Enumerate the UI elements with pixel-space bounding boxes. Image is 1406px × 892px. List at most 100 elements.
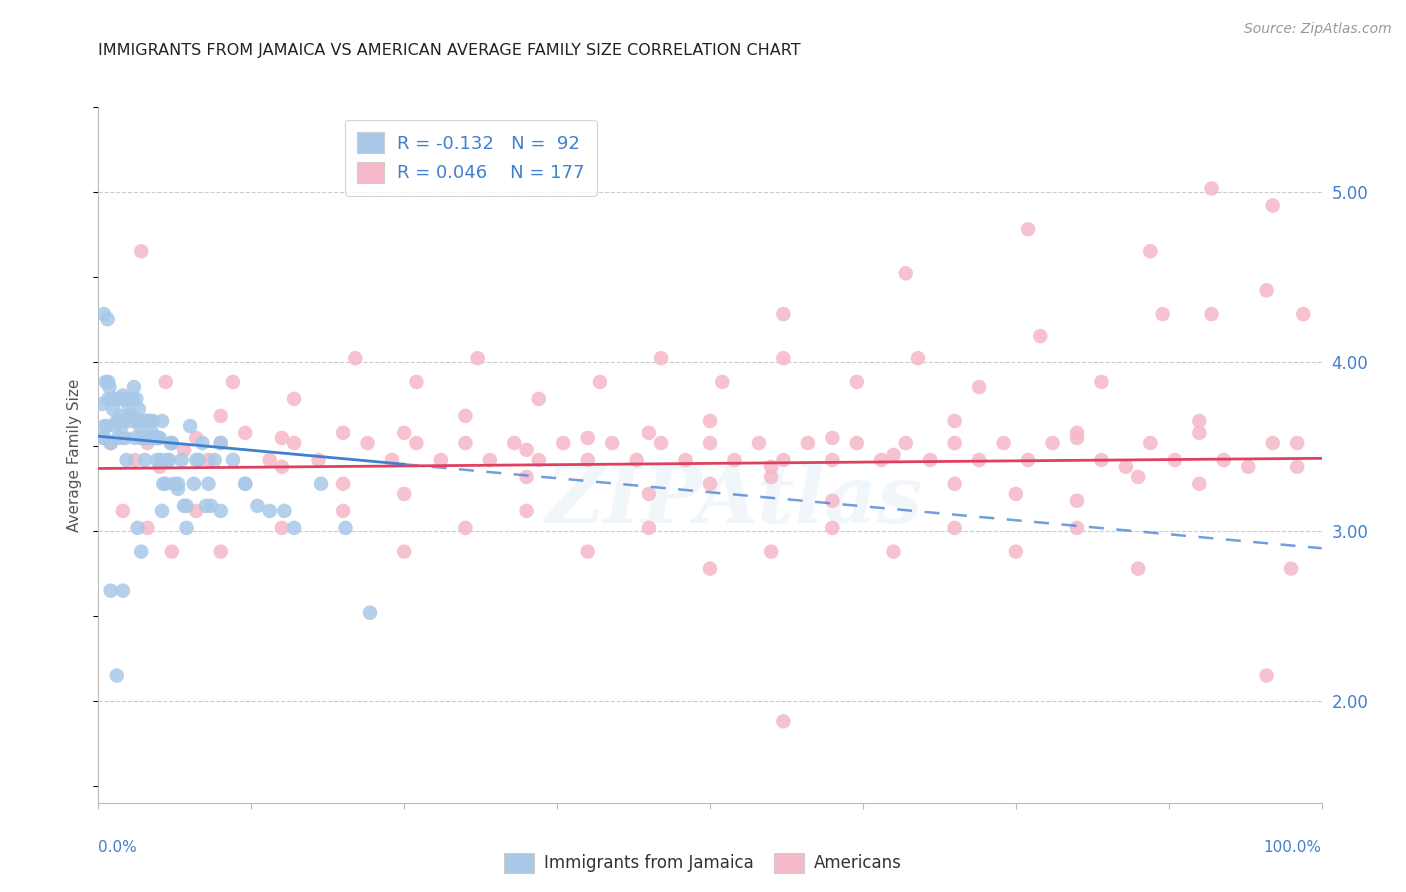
Point [121, 414, 143, 428]
Point [270, 459, 294, 474]
Point [1279, 561, 1302, 575]
Point [797, 436, 820, 450]
Point [259, 504, 281, 518]
Point [149, 453, 172, 467]
Point [589, 375, 612, 389]
Point [821, 431, 844, 445]
Point [1029, 329, 1052, 343]
Point [108, 392, 131, 406]
Point [699, 436, 721, 450]
Point [527, 392, 550, 406]
Point [209, 436, 232, 450]
Legend: R = -0.132   N =  92, R = 0.046    N = 177: R = -0.132 N = 92, R = 0.046 N = 177 [344, 120, 598, 195]
Point [943, 436, 966, 450]
Point [100, 436, 122, 450]
Point [191, 436, 214, 450]
Point [176, 499, 198, 513]
Point [283, 436, 305, 450]
Point [699, 476, 721, 491]
Point [167, 482, 190, 496]
Point [222, 453, 245, 467]
Point [1066, 425, 1088, 440]
Point [699, 561, 721, 575]
Point [143, 431, 166, 445]
Point [209, 409, 232, 423]
Point [152, 476, 174, 491]
Point [1090, 375, 1112, 389]
Point [111, 388, 134, 402]
Point [142, 414, 165, 428]
Point [117, 392, 139, 406]
Point [197, 453, 219, 467]
Point [638, 487, 661, 501]
Point [135, 414, 157, 428]
Point [638, 521, 661, 535]
Point [883, 544, 905, 558]
Point [129, 414, 152, 428]
Legend: Immigrants from Jamaica, Americans: Immigrants from Jamaica, Americans [498, 847, 908, 880]
Point [1201, 181, 1223, 195]
Point [1188, 414, 1211, 428]
Point [883, 448, 905, 462]
Point [107, 431, 129, 445]
Point [118, 392, 141, 406]
Point [110, 409, 132, 423]
Point [335, 521, 357, 535]
Point [145, 431, 167, 445]
Point [993, 436, 1015, 450]
Point [129, 431, 152, 445]
Point [100, 436, 122, 450]
Point [270, 521, 294, 535]
Point [117, 397, 139, 411]
Point [516, 442, 538, 457]
Point [170, 453, 193, 467]
Point [711, 375, 734, 389]
Point [870, 453, 893, 467]
Point [1066, 521, 1088, 535]
Point [392, 544, 416, 558]
Point [204, 453, 226, 467]
Point [675, 453, 697, 467]
Point [186, 431, 208, 445]
Point [761, 544, 783, 558]
Point [146, 453, 169, 467]
Point [112, 414, 135, 428]
Point [454, 436, 477, 450]
Point [156, 453, 179, 467]
Point [97, 392, 120, 406]
Point [381, 453, 404, 467]
Y-axis label: Average Family Size: Average Family Size [67, 378, 83, 532]
Point [943, 414, 966, 428]
Point [1201, 307, 1223, 321]
Point [91, 431, 114, 445]
Point [111, 504, 134, 518]
Point [209, 436, 232, 450]
Point [772, 351, 794, 366]
Point [576, 544, 599, 558]
Point [149, 431, 172, 445]
Point [1261, 198, 1284, 212]
Point [1152, 307, 1174, 321]
Point [1237, 459, 1260, 474]
Point [1139, 244, 1161, 259]
Point [93, 419, 115, 434]
Point [1128, 561, 1150, 575]
Point [503, 436, 526, 450]
Point [176, 521, 198, 535]
Point [920, 453, 942, 467]
Point [772, 453, 794, 467]
Point [894, 436, 917, 450]
Point [209, 544, 232, 558]
Point [96, 419, 118, 434]
Point [114, 431, 136, 445]
Point [638, 425, 661, 440]
Point [173, 442, 195, 457]
Point [222, 375, 245, 389]
Point [772, 714, 794, 729]
Point [167, 476, 190, 491]
Point [761, 459, 783, 474]
Point [138, 414, 160, 428]
Point [845, 375, 868, 389]
Point [233, 425, 256, 440]
Point [136, 521, 159, 535]
